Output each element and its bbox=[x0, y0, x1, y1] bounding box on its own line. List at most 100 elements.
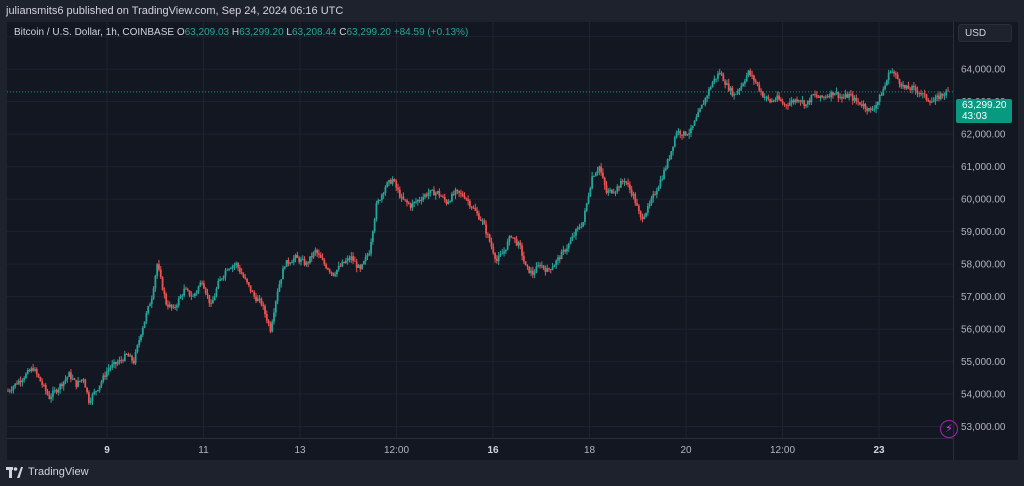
candle-body bbox=[53, 390, 56, 391]
currency-button[interactable]: USD bbox=[958, 24, 1012, 42]
price-tick-label: 58,000.00 bbox=[961, 260, 1006, 271]
price-axis[interactable] bbox=[953, 22, 1018, 460]
candle-body bbox=[740, 85, 743, 90]
candle-body bbox=[894, 73, 897, 75]
candle-body bbox=[89, 400, 92, 403]
candle-body bbox=[779, 99, 782, 102]
candle-body bbox=[729, 87, 732, 91]
candle-body bbox=[127, 354, 130, 357]
candle-body bbox=[835, 91, 838, 94]
candle-body bbox=[761, 91, 764, 98]
candle-body bbox=[407, 202, 410, 204]
time-axis[interactable] bbox=[7, 438, 953, 461]
candle-body bbox=[323, 259, 326, 265]
candle-body bbox=[920, 93, 922, 95]
candle-body bbox=[797, 100, 800, 102]
time-tick-label: 20 bbox=[680, 445, 692, 456]
candle-body bbox=[339, 266, 342, 267]
candle-body bbox=[905, 85, 908, 89]
candle-body bbox=[893, 71, 895, 74]
candle-body bbox=[397, 187, 399, 190]
candle-body bbox=[745, 75, 748, 82]
low-value: 63,208.44 bbox=[291, 27, 337, 38]
candle-body bbox=[735, 93, 737, 95]
candle-body bbox=[70, 372, 72, 380]
candle-body bbox=[803, 100, 806, 107]
candle-body bbox=[778, 95, 780, 100]
candle-body bbox=[434, 192, 437, 196]
candle-body bbox=[564, 249, 567, 252]
candle-body bbox=[673, 137, 676, 147]
candle-body bbox=[646, 206, 649, 213]
candle-body bbox=[238, 267, 241, 273]
candle-body bbox=[104, 375, 106, 377]
candle-body bbox=[930, 101, 933, 103]
tradingview-brand[interactable]: TradingView bbox=[6, 466, 89, 478]
candle-body bbox=[229, 268, 232, 270]
candle-body bbox=[623, 181, 626, 183]
candle-body bbox=[256, 298, 259, 302]
candle-body bbox=[823, 96, 825, 98]
candle-body bbox=[630, 189, 633, 196]
candle-body bbox=[510, 236, 513, 238]
price-tick-labels: 65,000.0064,000.0063,000.0062,000.0061,0… bbox=[961, 32, 1006, 433]
candle-body bbox=[208, 294, 211, 304]
candle-body bbox=[17, 380, 20, 385]
candle-body bbox=[932, 101, 935, 103]
candle-body bbox=[553, 265, 556, 268]
candle-body bbox=[442, 196, 444, 198]
candle-body bbox=[114, 362, 117, 365]
candle-body bbox=[781, 101, 784, 104]
candle-body bbox=[141, 327, 144, 335]
candle-body bbox=[733, 94, 736, 96]
candle-body bbox=[682, 131, 685, 136]
candle-body bbox=[788, 102, 791, 106]
candle-body bbox=[713, 78, 716, 83]
candle-body bbox=[172, 306, 175, 308]
candle-body bbox=[537, 265, 540, 267]
lightning-icon[interactable]: ⚡ bbox=[940, 420, 958, 438]
candle-body bbox=[593, 176, 595, 178]
candle-body bbox=[152, 288, 155, 299]
candle-body bbox=[808, 100, 811, 103]
candle-body bbox=[352, 256, 354, 261]
candle-body bbox=[186, 289, 189, 291]
candle-body bbox=[663, 169, 665, 180]
candle-body bbox=[220, 278, 223, 280]
candle-body bbox=[454, 189, 457, 195]
candle-body bbox=[938, 95, 940, 99]
candle-body bbox=[476, 210, 479, 214]
chart-pane[interactable] bbox=[7, 22, 953, 460]
candle-body bbox=[495, 258, 498, 262]
candle-body bbox=[44, 384, 47, 391]
candle-body bbox=[140, 334, 142, 341]
candle-body bbox=[900, 83, 903, 87]
candle-body bbox=[131, 355, 133, 361]
candle-body bbox=[287, 260, 290, 264]
candle-body bbox=[305, 262, 308, 265]
symbol-legend: Bitcoin / U.S. Dollar, 1h, COINBASE O63,… bbox=[14, 27, 468, 38]
candle-body bbox=[292, 258, 295, 263]
candle-body bbox=[519, 242, 522, 246]
candle-body bbox=[763, 97, 766, 99]
candle-body bbox=[909, 89, 912, 90]
candle-body bbox=[418, 200, 421, 201]
candle-body bbox=[14, 383, 17, 387]
candle-body bbox=[43, 384, 45, 386]
candle-body bbox=[415, 201, 417, 203]
candle-body bbox=[370, 241, 372, 254]
candle-body bbox=[264, 305, 266, 315]
candle-body bbox=[357, 265, 360, 268]
candle-body bbox=[10, 390, 13, 391]
close-value: 63,299.20 bbox=[346, 27, 392, 38]
candle-body bbox=[240, 272, 243, 275]
candle-body bbox=[637, 205, 640, 212]
candle-body bbox=[542, 265, 545, 269]
candle-body bbox=[619, 180, 622, 188]
candle-body bbox=[855, 97, 858, 102]
candle-body bbox=[810, 95, 813, 103]
candle-body bbox=[375, 203, 378, 220]
candle-body bbox=[59, 384, 62, 390]
candle-body bbox=[927, 99, 930, 102]
candle-body bbox=[309, 256, 311, 263]
